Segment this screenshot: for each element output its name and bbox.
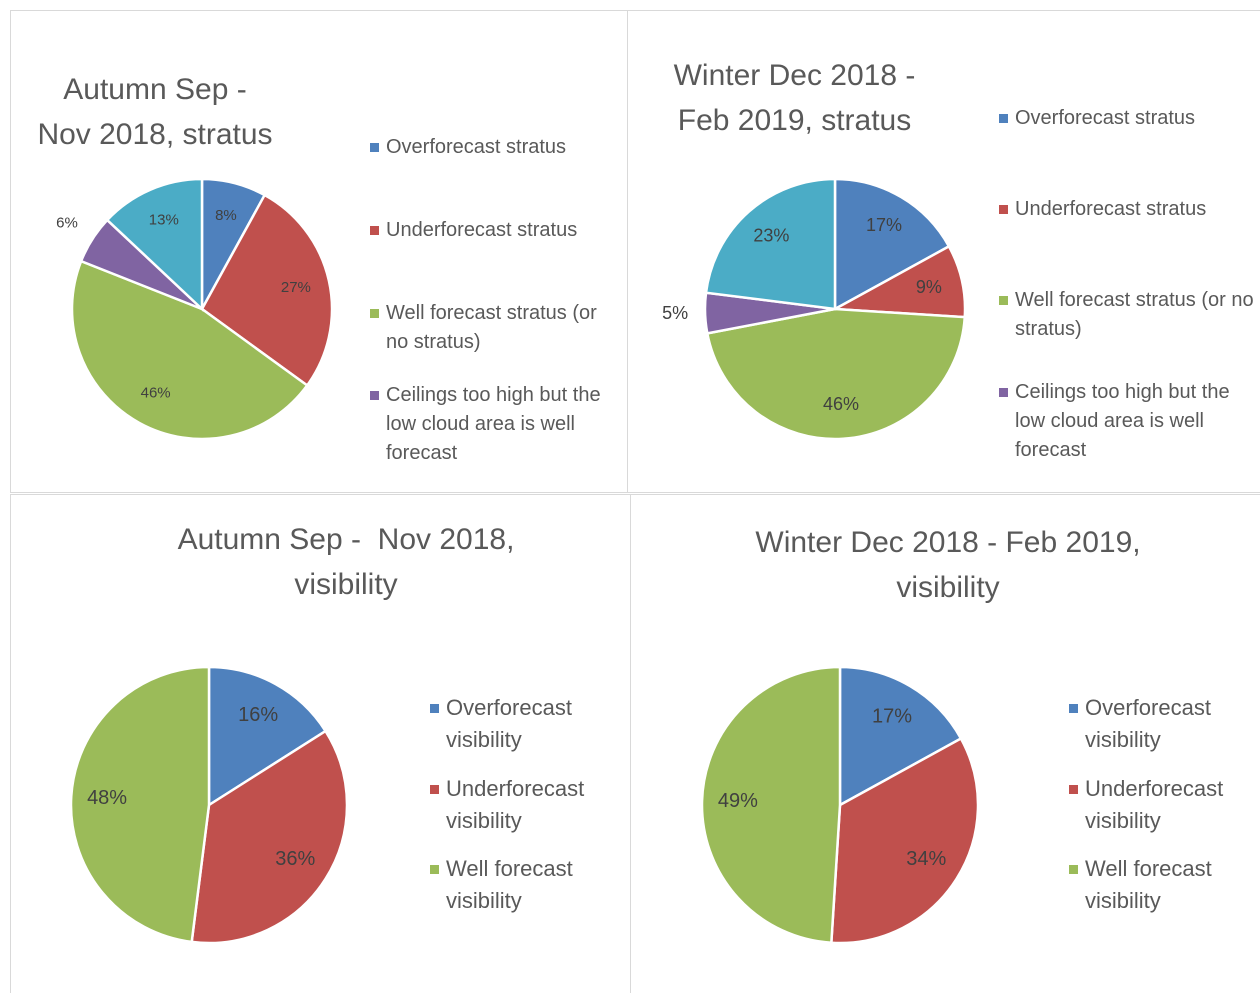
- pie-slice: [190, 729, 349, 945]
- data-label: 36%: [275, 848, 315, 870]
- pie-slice: [69, 665, 211, 944]
- panel: [630, 494, 1260, 993]
- data-label: 23%: [753, 226, 789, 246]
- data-label: 46%: [823, 394, 859, 414]
- legend-marker: [370, 226, 379, 236]
- data-label: 46%: [141, 384, 171, 401]
- pie-slice: [704, 177, 837, 311]
- data-label: 48%: [87, 787, 127, 809]
- legend-label: Well forecast visibility: [446, 856, 573, 913]
- legend-label: Ceilings too high but the low cloud area…: [386, 384, 601, 464]
- legend-marker: [370, 143, 379, 153]
- chart-title: Autumn Sep - Nov 2018, stratus: [37, 73, 273, 151]
- legend-marker: [430, 703, 439, 713]
- data-label: 5%: [662, 303, 688, 323]
- legend-label: Overforecast stratus: [386, 136, 567, 158]
- data-label: 34%: [906, 848, 946, 870]
- legend-label: Underforecast stratus: [386, 219, 578, 241]
- legend-label: Underforecast visibility: [446, 776, 585, 833]
- pie-slice: [200, 193, 334, 388]
- data-label: 17%: [872, 705, 912, 727]
- legend-marker: [999, 296, 1008, 306]
- legend-label: Underforecast visibility: [1085, 776, 1224, 833]
- legend-marker: [370, 309, 379, 319]
- data-label: 27%: [281, 279, 311, 296]
- legend-marker: [999, 388, 1008, 398]
- legend-marker: [1069, 864, 1078, 874]
- legend-marker: [1069, 703, 1078, 713]
- pie-slice: [830, 736, 980, 945]
- pie-slice: [833, 177, 951, 312]
- pie-slice: [207, 665, 328, 808]
- legend-marker: [1069, 784, 1078, 794]
- panel: [627, 10, 1260, 493]
- legend-marker: [370, 391, 379, 401]
- chart-title: Winter Dec 2018 - Feb 2019, visibility: [755, 526, 1149, 604]
- legend-label: Overforecast stratus: [1015, 107, 1196, 129]
- legend-label: Well forecast stratus (or no stratus): [386, 302, 597, 353]
- data-label: 16%: [238, 704, 278, 726]
- data-label: 6%: [56, 214, 78, 231]
- data-label: 8%: [215, 207, 237, 224]
- data-label: 13%: [149, 212, 179, 229]
- legend-marker: [999, 205, 1008, 215]
- chart-title: Winter Dec 2018 - Feb 2019, stratus: [673, 59, 924, 137]
- legend-label: Underforecast stratus: [1015, 198, 1207, 220]
- pie-slice: [705, 307, 967, 441]
- data-label: 9%: [916, 277, 942, 297]
- legend-marker: [430, 864, 439, 874]
- legend-marker: [430, 784, 439, 794]
- pie-slice: [838, 665, 963, 808]
- legend-label: Ceilings too high but the low cloud area…: [1015, 381, 1230, 461]
- pie-slice: [70, 259, 309, 441]
- data-label: 49%: [718, 790, 758, 812]
- legend-label: Overforecast visibility: [446, 695, 572, 752]
- pie-slice: [700, 665, 842, 945]
- pie-slice: [105, 177, 204, 312]
- legend-label: Well forecast visibility: [1085, 856, 1212, 913]
- legend-label: Well forecast stratus (or no stratus): [1015, 289, 1254, 340]
- legend-label: Overforecast visibility: [1085, 695, 1211, 752]
- chart-title: Autumn Sep - Nov 2018, visibility: [177, 523, 523, 601]
- legend-marker: [999, 114, 1008, 124]
- data-label: 17%: [866, 215, 902, 235]
